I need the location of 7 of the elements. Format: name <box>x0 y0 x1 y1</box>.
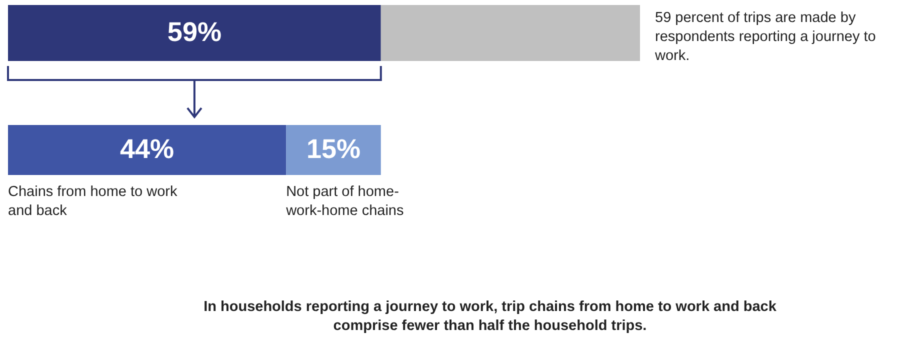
data-label: 15% <box>306 134 361 164</box>
text: Not part of home-work-home chains <box>286 183 405 221</box>
text: In households reporting a journey to work, trip chains from home to work and back comprise fewer than half the household trips. <box>202 298 778 336</box>
text: Chains from home to work and back <box>8 183 178 221</box>
data-label: 44% <box>120 134 174 164</box>
text: 59 percent of trips are made by respondents reporting a journey to work. <box>655 9 877 66</box>
data-label: 59% <box>167 17 222 47</box>
